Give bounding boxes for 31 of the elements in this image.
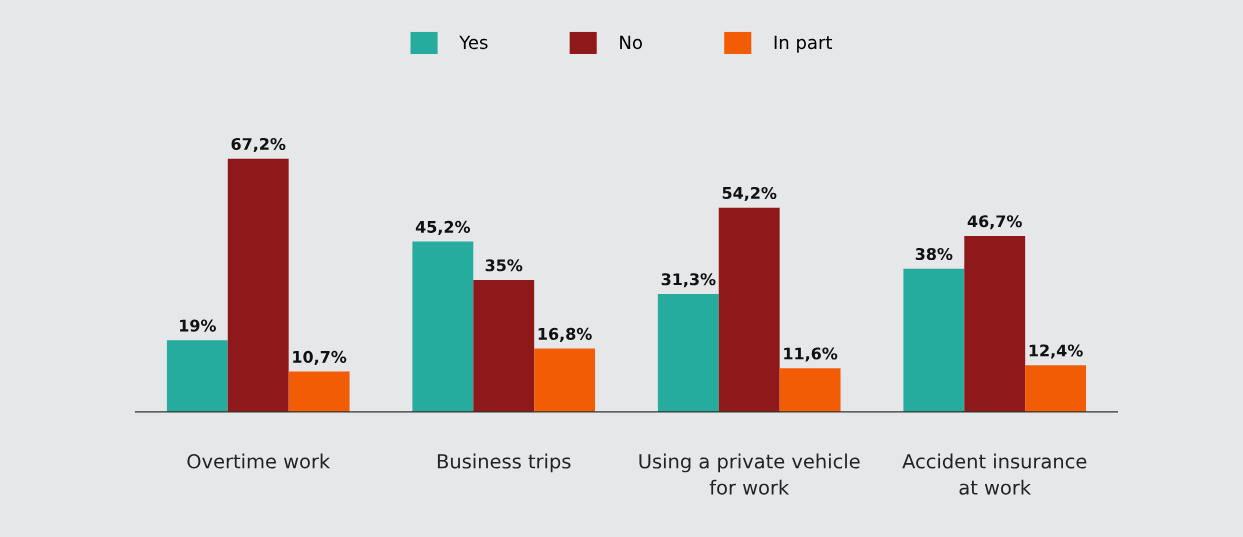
bar (412, 241, 474, 412)
bar (718, 207, 780, 412)
legend-label: In part (774, 35, 833, 53)
x-tick-label: Overtime work (187, 453, 331, 469)
data-label: 38% (915, 247, 953, 261)
data-label: 46,7% (967, 215, 1022, 230)
data-label: 16,8% (538, 327, 592, 342)
x-tick-label: Business trips (437, 453, 571, 473)
bar (779, 368, 841, 412)
data-label: 11,6% (784, 347, 838, 362)
data-label: 54,2% (722, 186, 777, 202)
bar (288, 371, 350, 412)
data-label: 12,4% (1029, 344, 1083, 359)
bar (166, 340, 228, 412)
bar (534, 348, 596, 412)
data-label: 31,3% (661, 273, 716, 288)
bar (227, 158, 289, 412)
legend-label: Yes (459, 35, 488, 50)
data-label: 10,7% (293, 350, 347, 365)
bar (964, 235, 1026, 412)
data-label: 45,2% (415, 220, 471, 235)
data-label: 19% (180, 319, 216, 332)
x-tick-label: Using a private vehicle for work (639, 453, 860, 495)
data-label: 67,2% (231, 137, 286, 153)
x-tick-label: Accident insurance at work (902, 453, 1087, 495)
legend-label: No (620, 35, 642, 50)
bar (473, 279, 535, 412)
bar (903, 268, 965, 412)
bar (1025, 365, 1087, 412)
bar (657, 293, 719, 412)
data-label: 35% (485, 259, 523, 272)
